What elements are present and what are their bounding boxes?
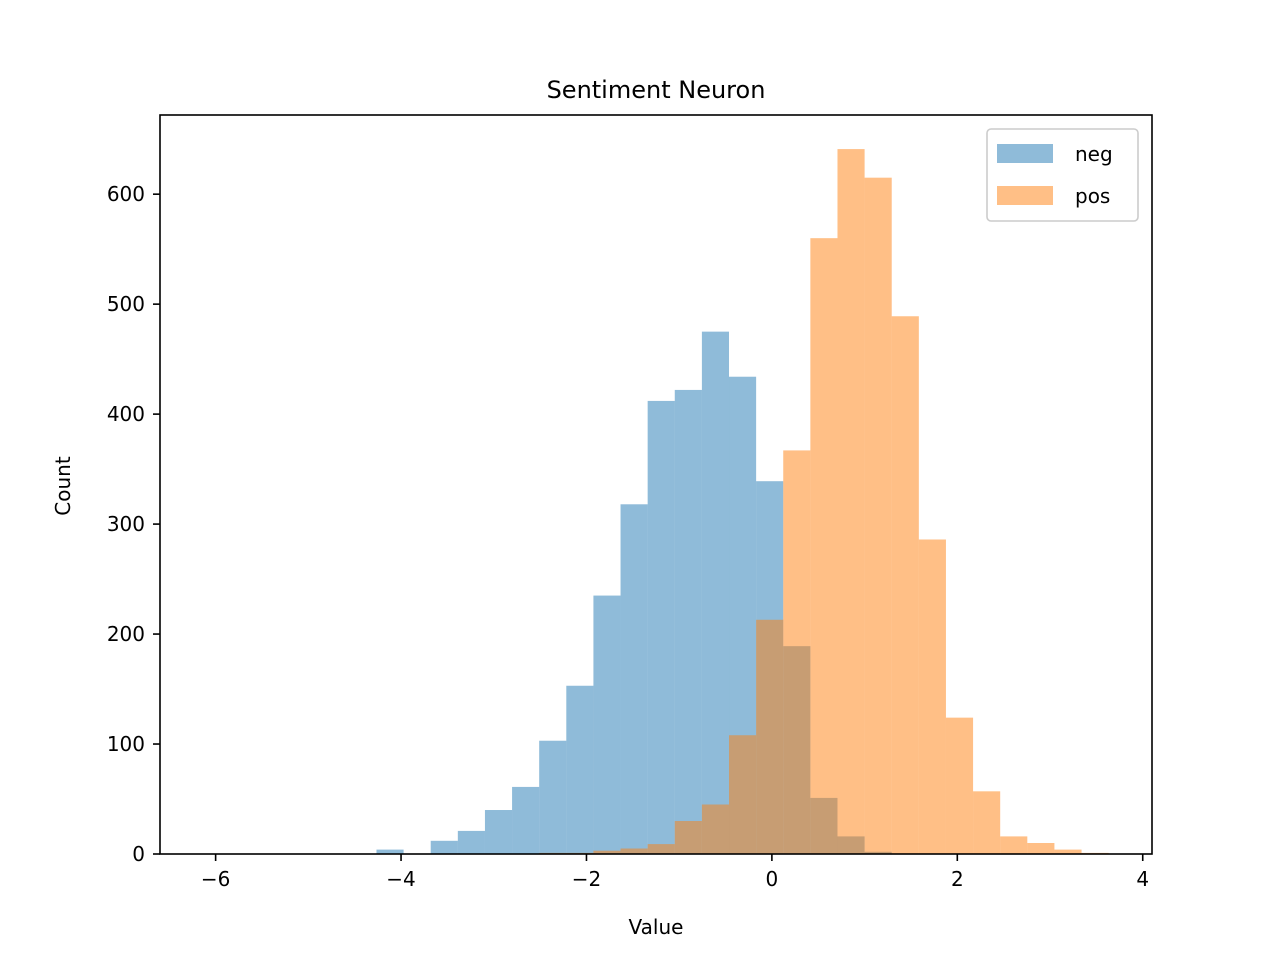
bars-layer [376, 149, 1109, 855]
y-axis-ticks: 0 100 200 300 400 500 600 [107, 182, 160, 866]
bar-pos-31 [1054, 849, 1082, 854]
y-tick-label: 500 [107, 292, 145, 316]
x-tick-label: 4 [1136, 867, 1149, 891]
bar-pos-23 [837, 149, 865, 855]
bar-neg-17 [674, 389, 702, 854]
bar-pos-30 [1027, 843, 1055, 854]
bar-pos-25 [891, 316, 919, 854]
x-axis-label: Value [629, 915, 684, 939]
bar-neg-18 [701, 331, 730, 854]
bar-neg-9 [457, 830, 485, 854]
plot-frame [159, 114, 1153, 855]
x-tick-label: −6 [201, 867, 230, 891]
bar-neg-10 [484, 810, 513, 854]
bar-neg-13 [566, 685, 594, 854]
legend-swatch-neg [997, 144, 1053, 163]
y-axis-label: Count [51, 456, 75, 516]
x-tick-label: 2 [951, 867, 964, 891]
chart-title: Sentiment Neuron [547, 76, 766, 104]
bar-pos-14 [593, 850, 621, 854]
bar-neg-6 [376, 849, 404, 854]
bar-pos-24 [864, 177, 892, 854]
bar-pos-22 [810, 238, 838, 855]
x-tick-label: −4 [386, 867, 415, 891]
bar-neg-14 [593, 595, 621, 854]
bar-pos-28 [973, 791, 1001, 854]
y-tick-label: 400 [107, 402, 145, 426]
y-tick-label: 300 [107, 512, 145, 536]
x-tick-label: 0 [766, 867, 779, 891]
bar-pos-29 [1000, 836, 1028, 854]
bar-pos-17 [674, 821, 702, 854]
y-tick-label: 600 [107, 182, 145, 206]
legend-label-neg: neg [1075, 142, 1113, 166]
bar-pos-18 [701, 804, 730, 854]
legend: neg pos [986, 128, 1139, 222]
y-tick-label: 100 [107, 732, 145, 756]
y-tick-label: 0 [132, 842, 145, 866]
bar-pos-19 [729, 735, 757, 854]
bar-pos-15 [620, 848, 648, 854]
bar-neg-16 [647, 400, 675, 854]
legend-swatch-pos [997, 186, 1053, 205]
y-tick-label: 200 [107, 622, 145, 646]
bar-pos-20 [756, 619, 784, 854]
bar-neg-12 [539, 740, 567, 854]
bar-pos-16 [647, 844, 675, 854]
bar-pos-27 [945, 717, 974, 854]
x-axis-ticks: −6 −4 −2 0 2 4 [201, 854, 1149, 891]
bar-pos-21 [783, 450, 811, 854]
legend-label-pos: pos [1075, 184, 1110, 208]
legend-box [986, 128, 1139, 222]
x-tick-label: −2 [572, 867, 601, 891]
bar-neg-8 [430, 840, 458, 854]
bar-neg-15 [620, 504, 648, 854]
bar-neg-11 [512, 786, 540, 854]
bar-pos-26 [918, 539, 946, 854]
